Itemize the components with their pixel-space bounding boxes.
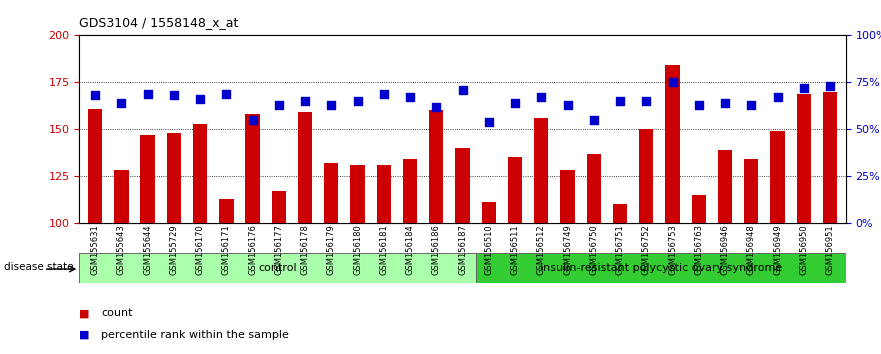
Point <box>771 95 785 100</box>
Point <box>744 102 759 108</box>
Bar <box>560 171 574 223</box>
Point <box>298 98 312 104</box>
Point <box>377 91 391 96</box>
Bar <box>823 92 837 223</box>
Bar <box>88 109 102 223</box>
Text: ■: ■ <box>79 330 90 339</box>
Point <box>796 85 811 91</box>
Bar <box>613 204 627 223</box>
Bar <box>718 150 732 223</box>
Bar <box>79 253 476 283</box>
Point <box>115 100 129 106</box>
Bar <box>298 112 312 223</box>
Bar <box>482 202 496 223</box>
Bar <box>455 148 470 223</box>
Text: control: control <box>258 263 297 273</box>
Point <box>429 104 443 109</box>
Point <box>613 98 627 104</box>
Bar <box>167 133 181 223</box>
Bar <box>271 191 286 223</box>
Bar <box>639 129 654 223</box>
Point <box>560 102 574 108</box>
Bar <box>245 114 260 223</box>
Point <box>351 98 365 104</box>
Point <box>692 102 706 108</box>
Bar <box>665 65 680 223</box>
Point <box>587 117 601 123</box>
Point <box>482 119 496 125</box>
Text: ■: ■ <box>79 308 90 318</box>
Bar <box>770 131 785 223</box>
Bar <box>140 135 155 223</box>
Bar <box>114 171 129 223</box>
Point <box>140 91 154 96</box>
Bar <box>692 195 706 223</box>
Point <box>88 93 102 98</box>
Bar <box>744 159 759 223</box>
Point <box>534 95 548 100</box>
Bar <box>429 110 443 223</box>
Point <box>718 100 732 106</box>
Bar <box>534 118 549 223</box>
Text: disease state: disease state <box>4 262 74 272</box>
Text: percentile rank within the sample: percentile rank within the sample <box>101 330 289 339</box>
Point <box>455 87 470 93</box>
Text: GDS3104 / 1558148_x_at: GDS3104 / 1558148_x_at <box>79 16 239 29</box>
Bar <box>796 93 811 223</box>
Point <box>246 117 260 123</box>
Point <box>508 100 522 106</box>
Point <box>324 102 338 108</box>
Point <box>640 98 654 104</box>
Point <box>219 91 233 96</box>
Point <box>167 93 181 98</box>
Bar <box>376 165 391 223</box>
Bar <box>403 159 418 223</box>
Point <box>665 80 679 85</box>
Bar <box>507 157 522 223</box>
Bar <box>476 253 846 283</box>
Point <box>271 102 285 108</box>
Point <box>193 96 207 102</box>
Bar <box>219 199 233 223</box>
Bar <box>587 154 601 223</box>
Bar <box>351 165 365 223</box>
Bar <box>193 124 207 223</box>
Point <box>403 95 417 100</box>
Bar <box>324 163 338 223</box>
Point <box>823 83 837 89</box>
Text: count: count <box>101 308 133 318</box>
Text: insulin-resistant polycystic ovary syndrome: insulin-resistant polycystic ovary syndr… <box>540 263 781 273</box>
